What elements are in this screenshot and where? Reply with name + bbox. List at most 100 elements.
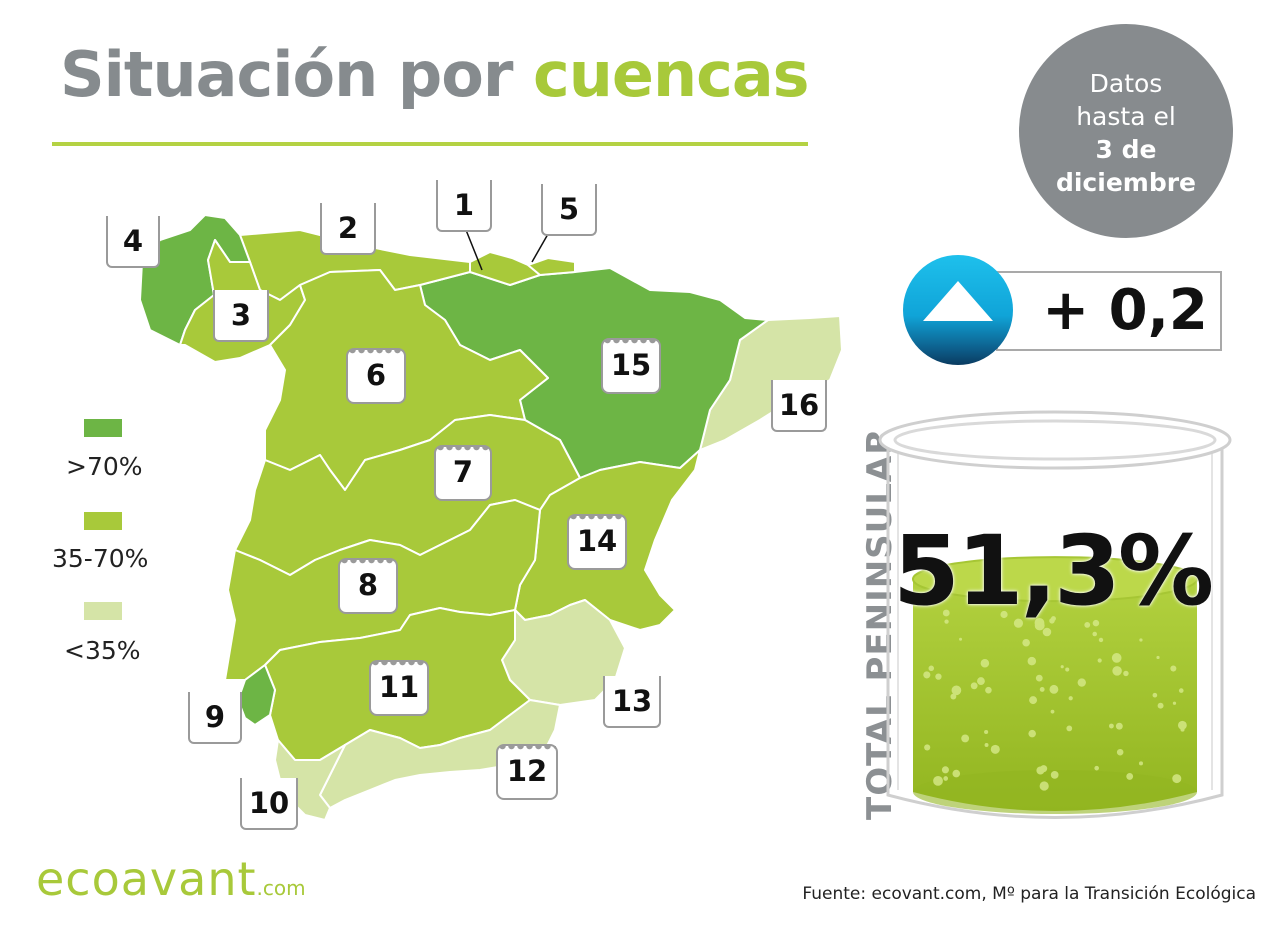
- region-label-3: 3: [213, 290, 269, 342]
- label-5-leader: [531, 233, 549, 263]
- bubble: [935, 673, 942, 680]
- region-label-12: 12: [498, 746, 556, 798]
- jar-liquid: [912, 556, 1198, 814]
- date-note-line-2: hasta el: [1076, 102, 1176, 131]
- region-label-1: 1: [436, 180, 492, 232]
- bubble: [1138, 761, 1143, 766]
- bubble: [923, 671, 931, 679]
- bubble: [1077, 678, 1086, 687]
- bubble: [1094, 765, 1099, 771]
- bubble: [1039, 781, 1049, 791]
- bubble: [1066, 725, 1073, 732]
- title-part-2: cuencas: [533, 38, 810, 111]
- legend-label-low: <35%: [64, 636, 141, 665]
- bubble: [984, 729, 989, 735]
- source-note: Fuente: ecovant.com, Mº para la Transici…: [802, 884, 1256, 904]
- legend-label-mid: 35-70%: [52, 544, 149, 573]
- bubble: [1042, 627, 1052, 637]
- region-label-14: 14: [569, 516, 625, 568]
- bubble: [1112, 666, 1122, 676]
- bubble: [951, 685, 962, 696]
- bubble: [1092, 631, 1098, 637]
- bubble: [1177, 720, 1187, 730]
- region-label-9: 9: [188, 692, 242, 744]
- region-label-8: 8: [340, 560, 396, 612]
- bubble: [1013, 618, 1024, 628]
- region-label-11: 11: [371, 662, 427, 714]
- bubble: [1049, 684, 1059, 694]
- region-label-10: 10: [240, 778, 298, 830]
- bubble: [1029, 696, 1038, 705]
- bubble: [1098, 637, 1104, 643]
- change-box: [996, 271, 1222, 351]
- label-1-leader: [465, 229, 483, 271]
- region-label-16: 16: [771, 380, 827, 432]
- bubble: [943, 776, 949, 781]
- date-note-line-4: diciembre: [1055, 168, 1197, 197]
- bubble: [1084, 621, 1091, 628]
- bubble: [1022, 638, 1030, 647]
- total-value: 51,3%: [892, 515, 1214, 627]
- bubble: [1111, 653, 1122, 663]
- bubble: [924, 744, 931, 751]
- date-note-badge: Datos hasta el 3 de diciembre: [1019, 24, 1233, 238]
- bubble: [942, 609, 950, 617]
- bubble: [1178, 688, 1184, 693]
- bubble: [1097, 658, 1102, 663]
- bubble: [933, 775, 943, 786]
- reservoir-jar: [878, 410, 1232, 819]
- bubble: [1028, 729, 1036, 738]
- bubble: [1000, 610, 1008, 619]
- region-label-7: 7: [436, 447, 490, 499]
- jar-body: [886, 440, 1224, 819]
- bubble: [1092, 619, 1100, 627]
- region-5-shape: [527, 257, 576, 276]
- bubble: [990, 744, 1000, 754]
- bubble: [941, 766, 949, 774]
- bubble: [1049, 618, 1055, 624]
- date-note-line-1: Datos: [1089, 69, 1163, 98]
- page-title: Situación por cuencas: [60, 38, 810, 111]
- bubble: [1050, 709, 1055, 714]
- bubble: [1034, 617, 1045, 628]
- title-part-1: Situación por: [60, 38, 513, 111]
- bubble: [959, 637, 963, 641]
- bubble: [985, 686, 992, 694]
- bubble: [1123, 670, 1129, 677]
- bubble: [1172, 774, 1182, 784]
- bubble: [952, 769, 961, 778]
- bubble: [1036, 766, 1045, 775]
- bubble: [928, 665, 935, 672]
- bubble: [1039, 687, 1045, 692]
- legend-swatch-mid: [84, 512, 122, 530]
- jar-rim-outer: [878, 410, 1232, 470]
- bubble: [1156, 655, 1160, 660]
- bubble: [944, 619, 949, 624]
- region-label-5: 5: [541, 184, 597, 236]
- bubble: [1126, 773, 1134, 780]
- bubble: [950, 693, 957, 700]
- bubble: [1170, 665, 1177, 672]
- bubble: [1060, 665, 1064, 669]
- change-value: + 0,2: [1042, 278, 1208, 343]
- legend-label-high: >70%: [66, 452, 143, 481]
- bubble: [1180, 727, 1185, 732]
- bubble: [1065, 667, 1070, 672]
- region-label-13: 13: [603, 676, 661, 728]
- brand-name: ecoavant: [36, 852, 257, 906]
- bubble: [1035, 674, 1043, 682]
- brand-logo: ecoavant.com: [36, 852, 306, 906]
- region-label-15: 15: [603, 340, 659, 392]
- bubble: [980, 658, 990, 668]
- jar-rim-inner: [893, 419, 1217, 461]
- bubble: [970, 682, 978, 690]
- bubble: [1139, 638, 1143, 642]
- brand-suffix: .com: [256, 876, 306, 900]
- legend-swatch-low: [84, 602, 122, 620]
- bubble: [1108, 723, 1114, 729]
- bubble: [1157, 702, 1164, 709]
- date-note-line-3: 3 de: [1095, 135, 1157, 164]
- bubble: [1050, 771, 1059, 779]
- bubble: [961, 734, 970, 743]
- bubble: [977, 677, 985, 685]
